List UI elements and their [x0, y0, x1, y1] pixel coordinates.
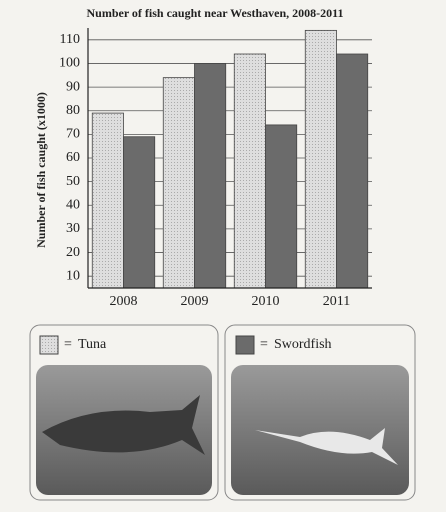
- tuna-shape: [42, 395, 205, 455]
- legend-panel: [29, 324, 219, 501]
- legend-swatch: [39, 335, 59, 355]
- bar: [304, 29, 337, 289]
- plot-area: [88, 29, 372, 289]
- y-tick-label: 70: [66, 127, 80, 142]
- legend-swatch: [235, 335, 255, 355]
- y-axis-label: Number of fish caught (x1000): [34, 92, 48, 248]
- legend-label: Swordfish: [274, 337, 332, 352]
- x-tick-label: 2011: [323, 294, 350, 309]
- x-tick-label: 2008: [110, 294, 138, 309]
- bar: [265, 124, 298, 289]
- legend-label: Tuna: [78, 337, 107, 352]
- y-tick-label: 80: [66, 103, 80, 118]
- y-tick-label: 10: [66, 268, 80, 283]
- bar: [91, 112, 124, 289]
- y-tick-label: 50: [66, 174, 80, 189]
- swordfish-photo: [231, 365, 409, 495]
- bar: [336, 53, 369, 289]
- bar: [123, 136, 156, 289]
- y-tick-label: 110: [60, 32, 80, 47]
- y-tick-label: 90: [66, 79, 80, 94]
- bar: [162, 77, 195, 289]
- y-tick-label: 20: [66, 245, 80, 260]
- legend-panel: [224, 324, 416, 501]
- x-tick-label: 2010: [252, 294, 280, 309]
- chart-title: Number of fish caught near Westhaven, 20…: [86, 6, 343, 20]
- y-tick-label: 30: [66, 221, 80, 236]
- x-tick-label: 2009: [181, 294, 209, 309]
- y-tick-label: 100: [59, 56, 80, 71]
- legend-separator: =: [260, 337, 268, 352]
- y-tick-label: 40: [66, 197, 80, 212]
- legend-separator: =: [64, 337, 72, 352]
- swordfish-shape: [255, 428, 398, 465]
- y-tick-label: 60: [66, 150, 80, 165]
- bar: [194, 63, 227, 289]
- bar: [233, 53, 266, 289]
